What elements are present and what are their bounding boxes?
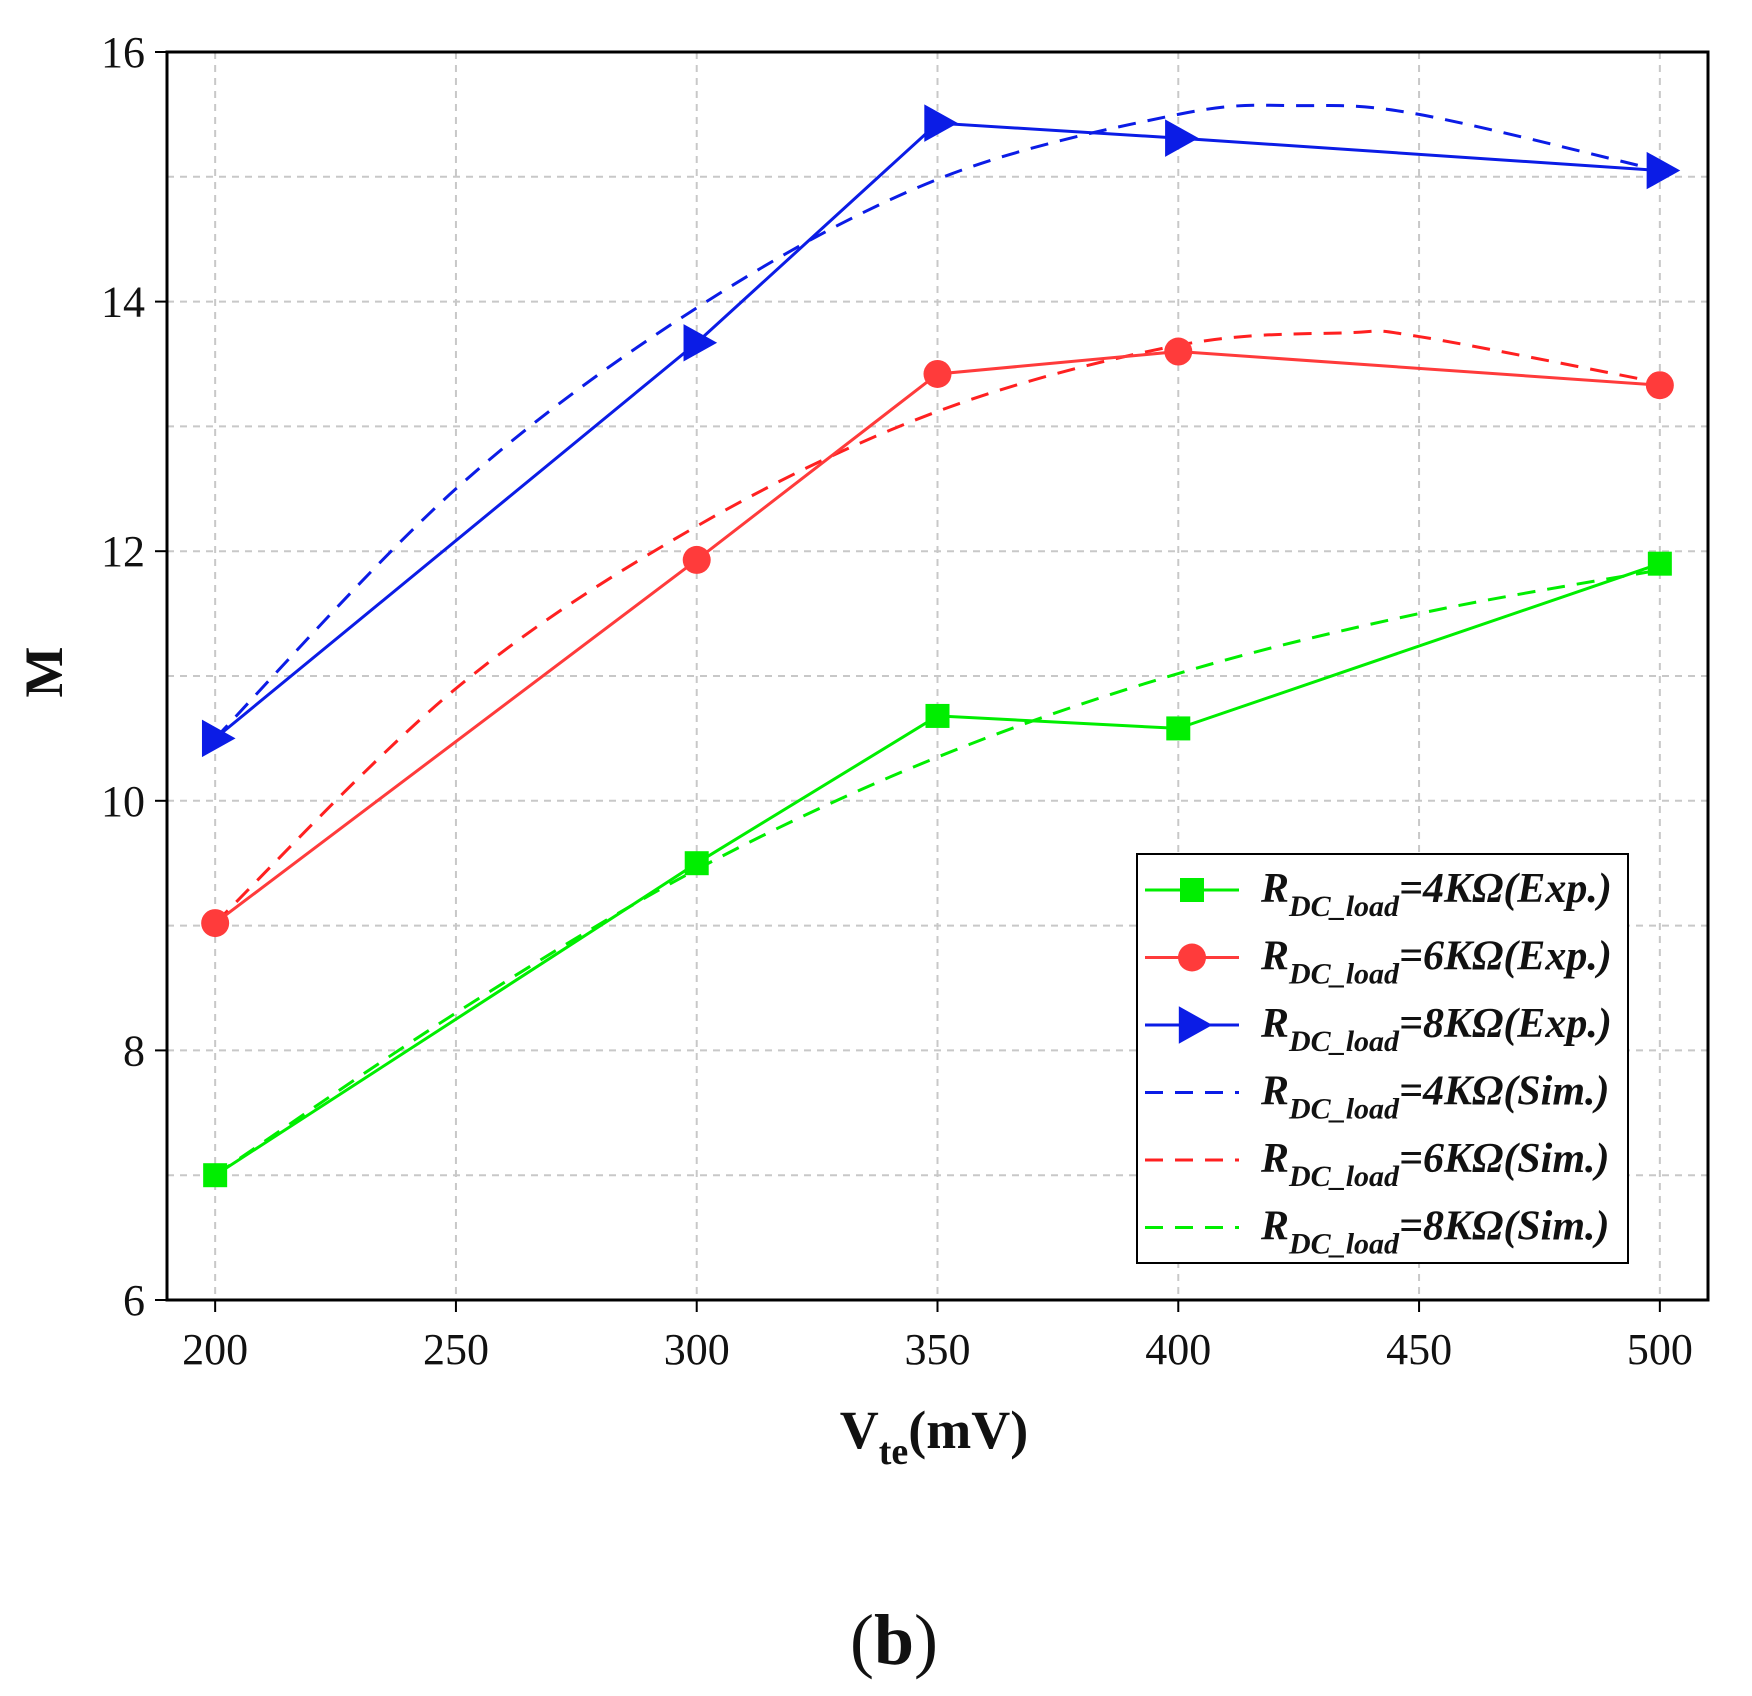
legend-label-main: R [1260, 934, 1289, 980]
legend-swatch-marker [1178, 943, 1206, 972]
data-point [203, 1163, 228, 1188]
legend-box [1136, 853, 1629, 1264]
x-tick-label: 200 [182, 1325, 248, 1374]
legend-swatch-marker [1180, 878, 1204, 902]
legend-label: RDC_load=4KΩ(Exp.) [1260, 866, 1612, 923]
legend-label-rest: =6KΩ(Exp.) [1399, 934, 1612, 980]
legend-label-main: R [1260, 1069, 1289, 1115]
series-4 [214, 103, 1661, 740]
y-tick-label: 16 [101, 28, 145, 77]
legend-swatch-marker [1178, 1006, 1213, 1044]
legend-label-sub: DC_load [1288, 1025, 1400, 1058]
y-tick-label: 12 [101, 527, 145, 576]
y-axis-ticks: 6 8 10 12 14 16 [101, 28, 167, 1325]
legend-label-main: R [1260, 866, 1289, 912]
data-point [924, 104, 958, 142]
legend-label: RDC_load=4KΩ(Sim.) [1260, 1069, 1609, 1126]
data-point [201, 909, 230, 938]
data-point [1164, 337, 1193, 366]
legend-label-main: R [1260, 1001, 1289, 1047]
legend-label-rest: =6KΩ(Sim.) [1399, 1136, 1609, 1182]
series-line [214, 329, 1661, 925]
x-axis-ticks: 200 250 300 350 400 450 500 [182, 1300, 1693, 1374]
legend-item: RDC_load=4KΩ(Exp.) [1145, 866, 1612, 923]
legend-label-rest: =4KΩ(Sim.) [1399, 1069, 1609, 1115]
data-point [201, 719, 236, 758]
data-point [683, 324, 718, 362]
y-tick-label: 8 [123, 1026, 145, 1075]
legend-label: RDC_load=6KΩ(Sim.) [1260, 1136, 1609, 1193]
x-tick-label: 450 [1386, 1325, 1452, 1374]
legend-label: RDC_load=8KΩ(Exp.) [1260, 1001, 1612, 1058]
series-line [214, 568, 1661, 1177]
legend-label-sub: DC_load [1288, 1160, 1400, 1193]
x-tick-label: 300 [664, 1325, 730, 1374]
legend-label-sub: DC_load [1288, 1228, 1400, 1261]
panel-label-open: ( [850, 1600, 874, 1680]
panel-label-letter: b [874, 1600, 914, 1680]
x-axis-title: Vte(mV) [840, 1400, 1028, 1473]
x-axis-title-main: V [840, 1400, 879, 1460]
x-tick-label: 250 [423, 1325, 489, 1374]
legend-label-sub: DC_load [1288, 1093, 1400, 1126]
series-1 [203, 551, 1672, 1188]
x-tick-label: 500 [1627, 1325, 1693, 1374]
y-tick-label: 6 [123, 1276, 145, 1325]
legend-item: RDC_load=6KΩ(Exp.) [1145, 934, 1612, 991]
x-axis-title-unit: (mV) [908, 1400, 1028, 1460]
data-point [682, 545, 711, 574]
legend-label-main: R [1260, 1204, 1289, 1250]
legend-label-rest: =8KΩ(Exp.) [1399, 1001, 1612, 1047]
panel-label: (b) [850, 1600, 938, 1680]
data-point [1646, 151, 1681, 190]
x-tick-label: 350 [905, 1325, 971, 1374]
y-tick-label: 10 [101, 777, 145, 826]
series-line [214, 103, 1661, 740]
legend-item: RDC_load=4KΩ(Sim.) [1145, 1069, 1609, 1126]
legend-label: RDC_load=8KΩ(Sim.) [1260, 1204, 1609, 1261]
data-point [925, 703, 950, 728]
grid [167, 52, 1708, 1300]
legend-item: RDC_load=6KΩ(Sim.) [1145, 1136, 1609, 1193]
legend: RDC_load=4KΩ(Exp.)RDC_load=6KΩ(Exp.)RDC_… [1136, 853, 1629, 1264]
legend-label-sub: DC_load [1288, 890, 1400, 923]
y-axis-title: M [14, 647, 74, 698]
data-point [1647, 551, 1672, 576]
data-point [1645, 371, 1674, 400]
x-tick-label: 400 [1145, 1325, 1211, 1374]
x-axis-title-sub: te [879, 1431, 909, 1473]
series-layer [201, 103, 1681, 1188]
legend-label-rest: =4KΩ(Exp.) [1399, 866, 1612, 912]
legend-label: RDC_load=6KΩ(Exp.) [1260, 934, 1612, 991]
series-5 [214, 329, 1661, 925]
data-point [684, 851, 709, 876]
legend-label-main: R [1260, 1136, 1289, 1182]
data-point [923, 359, 952, 388]
legend-item: RDC_load=8KΩ(Sim.) [1145, 1204, 1609, 1261]
series-2 [201, 337, 1674, 938]
panel-label-close: ) [914, 1600, 938, 1680]
data-point [1166, 716, 1191, 741]
series-6 [214, 568, 1661, 1177]
data-point [1165, 119, 1199, 157]
series-3 [201, 104, 1681, 758]
legend-item: RDC_load=8KΩ(Exp.) [1145, 1001, 1612, 1058]
legend-label-rest: =8KΩ(Sim.) [1399, 1204, 1609, 1250]
legend-label-sub: DC_load [1288, 958, 1400, 991]
y-tick-label: 14 [101, 278, 145, 327]
